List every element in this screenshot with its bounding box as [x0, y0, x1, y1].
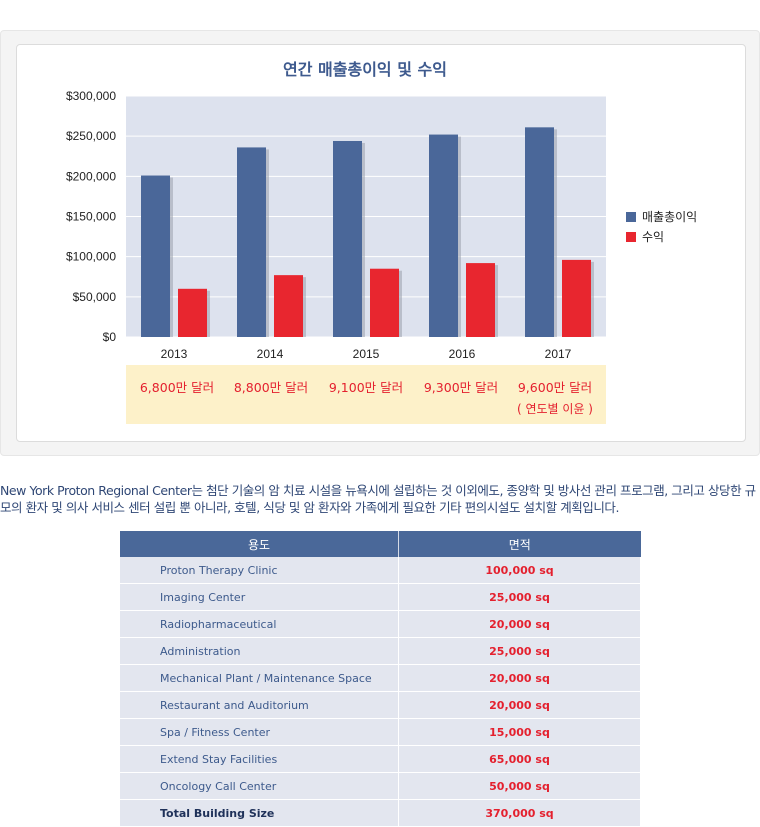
- bar-chart: $0 $50,000 $100,000 $150,000 $200,000 $250,00…: [66, 89, 606, 361]
- y-tick-label: $200,000: [66, 169, 116, 183]
- table-header-row: 용도 면적: [120, 531, 641, 557]
- y-tick-label: $250,000: [66, 129, 116, 143]
- table-row: Spa / Fitness Center 15,000 sq: [120, 718, 641, 746]
- bar-profit-2015: [370, 268, 399, 337]
- bar-gross-profit-2014: [237, 147, 266, 337]
- bar-gross-profit-2015: [333, 140, 362, 337]
- cell-size: 65,000 sq: [398, 745, 641, 773]
- cell-use: Mechanical Plant / Maintenance Space: [120, 664, 399, 692]
- profit-label-2017: 9,600만 달러: [517, 380, 593, 395]
- table-row: Imaging Center 25,000 sq: [120, 583, 641, 611]
- profit-band: [126, 365, 606, 424]
- y-tick-label: $150,000: [66, 210, 116, 224]
- cell-use: Administration: [120, 637, 399, 665]
- x-tick-label: 2017: [545, 347, 572, 361]
- bar-profit-2016: [466, 263, 495, 337]
- legend-item-gross-profit: 매출총이익: [626, 207, 697, 227]
- legend-item-profit: 수익: [626, 227, 697, 247]
- bar-gross-profit-2017: [525, 127, 554, 337]
- cell-use: Radiopharmaceutical: [120, 610, 399, 638]
- cell-size: 370,000 sq: [398, 799, 641, 827]
- table-body: Proton Therapy Clinic 100,000 sq Imaging C…: [120, 557, 641, 827]
- profit-note: ( 연도별 이윤 ): [516, 402, 593, 416]
- chart-title: 연간 매출총이익 및 수익: [283, 60, 447, 79]
- cell-size: 25,000 sq: [398, 583, 641, 611]
- cell-use: Total Building Size: [120, 799, 399, 827]
- x-tick-label: 2016: [449, 347, 476, 361]
- table-row: Restaurant and Auditorium 20,000 sq: [120, 691, 641, 719]
- chart-legend: 매출총이익 수익: [626, 207, 697, 247]
- table-row: Mechanical Plant / Maintenance Space 20,0…: [120, 664, 641, 692]
- table-row: Radiopharmaceutical 20,000 sq: [120, 610, 641, 638]
- bar-gross-profit-2013: [141, 175, 170, 337]
- table-total-row: Total Building Size 370,000 sq: [120, 799, 641, 827]
- cell-use: Imaging Center: [120, 583, 399, 611]
- x-tick-label: 2015: [353, 347, 380, 361]
- y-tick-label: $0: [103, 330, 117, 344]
- profit-label-2015: 9,100만 달러: [328, 380, 404, 395]
- y-tick-label: $100,000: [66, 250, 116, 264]
- cell-size: 20,000 sq: [398, 664, 641, 692]
- bar-gross-profit-2016: [429, 134, 458, 337]
- header-size: 면적: [398, 531, 641, 557]
- profit-label-2013: 6,800만 달러: [139, 380, 215, 395]
- table-row: Proton Therapy Clinic 100,000 sq: [120, 557, 641, 584]
- cell-size: 100,000 sq: [398, 557, 641, 584]
- cell-size: 20,000 sq: [398, 610, 641, 638]
- cell-use: Restaurant and Auditorium: [120, 691, 399, 719]
- y-tick-label: $50,000: [73, 290, 117, 304]
- cell-size: 25,000 sq: [398, 637, 641, 665]
- y-tick-label: $300,000: [66, 89, 116, 103]
- cell-size: 20,000 sq: [398, 691, 641, 719]
- cell-use: Oncology Call Center: [120, 772, 399, 800]
- cell-use: Spa / Fitness Center: [120, 718, 399, 746]
- cell-use: Extend Stay Facilities: [120, 745, 399, 773]
- table-row: Administration 25,000 sq: [120, 637, 641, 665]
- cell-size: 50,000 sq: [398, 772, 641, 800]
- facility-table: 용도 면적 Proton Therapy Clinic 100,000 sq Ima…: [120, 531, 641, 827]
- table-row: Oncology Call Center 50,000 sq: [120, 772, 641, 800]
- bar-profit-2014: [274, 275, 303, 337]
- description: New York Proton Regional Center는 첨단 기술의 …: [0, 483, 756, 515]
- cell-size: 15,000 sq: [398, 718, 641, 746]
- bar-profit-2017: [562, 259, 591, 337]
- bar-profit-2013: [178, 288, 207, 337]
- legend-label-profit: 수익: [642, 230, 665, 244]
- legend-swatch-profit: [626, 232, 636, 242]
- cell-use: Proton Therapy Clinic: [120, 557, 399, 584]
- x-tick-label: 2014: [257, 347, 284, 361]
- legend-label-gross-profit: 매출총이익: [642, 210, 698, 224]
- x-tick-label: 2013: [161, 347, 188, 361]
- profit-label-2014: 8,800만 달러: [233, 380, 309, 395]
- table-row: Extend Stay Facilities 65,000 sq: [120, 745, 641, 773]
- profit-label-2016: 9,300만 달러: [423, 380, 499, 395]
- legend-swatch-gross-profit: [626, 212, 636, 222]
- header-use: 용도: [120, 531, 399, 557]
